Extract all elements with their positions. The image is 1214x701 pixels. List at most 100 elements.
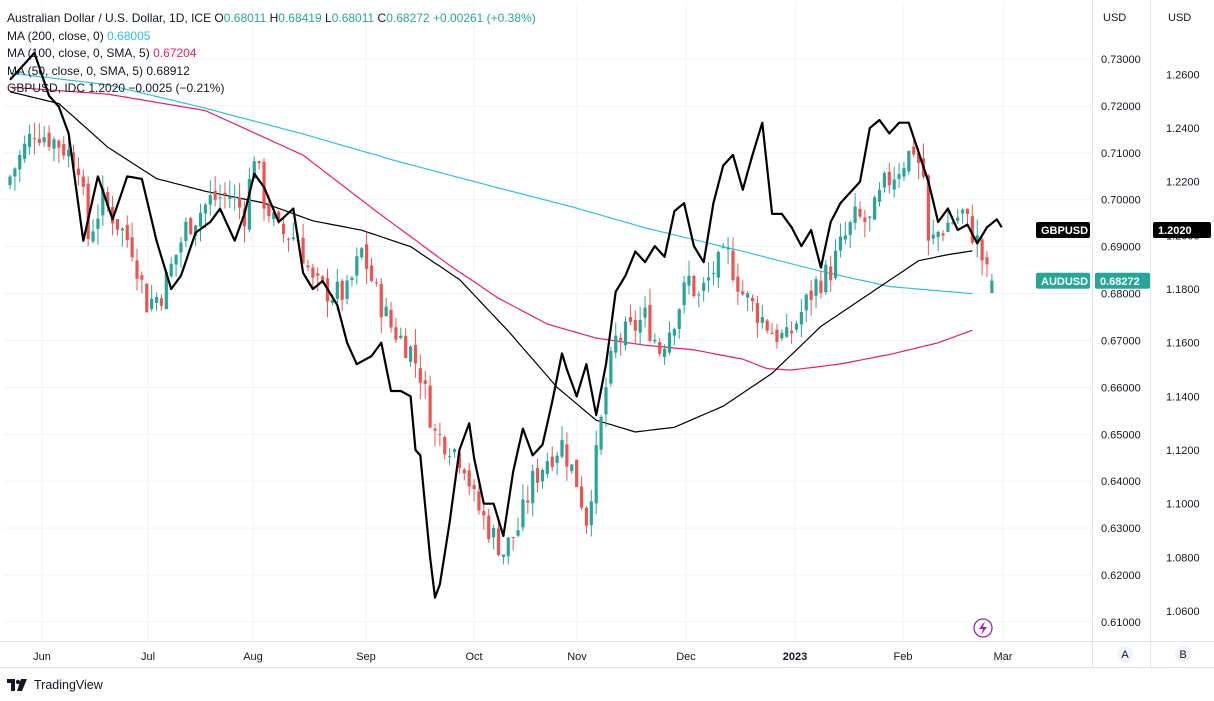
- candle: [638, 306, 642, 345]
- candle: [604, 377, 608, 428]
- candle: [692, 274, 696, 299]
- candle: [599, 414, 603, 456]
- candle: [623, 316, 628, 351]
- candle: [882, 171, 887, 193]
- candle: [804, 293, 808, 323]
- candle: [956, 209, 960, 224]
- tradingview-logo[interactable]: TradingView: [7, 678, 103, 692]
- candle: [833, 239, 838, 281]
- candle: [887, 162, 891, 194]
- candle: [189, 216, 193, 236]
- candle: [790, 321, 794, 344]
- ma200-label: MA (200, close, 0): [7, 28, 104, 43]
- candle: [540, 468, 545, 489]
- svg-text:A: A: [1121, 649, 1129, 661]
- candle: [286, 237, 291, 252]
- candle: [667, 321, 672, 356]
- candle: [697, 291, 701, 308]
- left-tick-label: 0.63000: [1101, 523, 1141, 535]
- candle: [838, 223, 843, 258]
- left-tick-label: 0.66000: [1101, 382, 1141, 394]
- legend-symbol: Australian Dollar / U.S. Dollar, 1D, ICE: [7, 11, 212, 25]
- gbpusd-change: −0.0025 (−0.21%): [128, 81, 225, 95]
- left-tick-label: 0.73000: [1101, 54, 1141, 66]
- candle: [291, 222, 295, 241]
- candle: [316, 267, 320, 292]
- candle: [775, 323, 779, 349]
- candle: [902, 161, 906, 181]
- candle: [355, 247, 359, 285]
- candle: [57, 139, 61, 163]
- candle: [941, 230, 945, 242]
- candle: [145, 282, 149, 313]
- x-tick-label: Sep: [356, 651, 376, 663]
- candle: [81, 169, 85, 196]
- candle: [526, 485, 530, 514]
- gbpusd-price-label: 1.2020: [1153, 222, 1211, 239]
- legend-high-value: 0.68419: [278, 11, 322, 25]
- candle: [780, 329, 784, 341]
- candle: [755, 296, 760, 338]
- left-tick-label: 0.67000: [1101, 335, 1141, 347]
- candle: [579, 476, 584, 510]
- candle: [814, 276, 818, 309]
- candle: [853, 193, 857, 230]
- left-tick-label: 0.71000: [1101, 148, 1141, 160]
- candle: [863, 209, 867, 238]
- candle: [575, 459, 579, 488]
- candle: [208, 180, 212, 216]
- candle: [535, 458, 540, 493]
- ma50-value: 0.68912: [146, 63, 190, 78]
- candle: [18, 150, 22, 183]
- candle: [662, 344, 667, 365]
- candle: [560, 426, 564, 459]
- candle: [565, 432, 569, 481]
- candle: [223, 182, 227, 209]
- candle: [159, 294, 164, 311]
- audusd-price-label: 0.68272: [1095, 272, 1150, 289]
- right-tick-label: 1.1400: [1166, 391, 1200, 403]
- left-tick-label: 0.62000: [1101, 570, 1141, 582]
- candle: [233, 184, 237, 211]
- candle: [892, 166, 896, 198]
- candle: [23, 135, 27, 163]
- legend-ma100-row[interactable]: MA (100, close, 0, SMA, 5) 0.67204: [7, 45, 536, 63]
- candle: [482, 503, 486, 530]
- candles: [8, 122, 994, 565]
- legend-open-label: O: [214, 11, 224, 25]
- axis-mode-button-b[interactable]: B: [1175, 646, 1191, 662]
- candle: [257, 160, 261, 170]
- legend-ma50-row[interactable]: MA (50, close, 0, SMA, 5) 0.68912: [7, 63, 536, 81]
- legend-main-row: Australian Dollar / U.S. Dollar, 1D, ICE…: [7, 10, 536, 28]
- candle: [213, 176, 217, 207]
- candle: [873, 195, 877, 220]
- gbpusd-close: 1.2020: [88, 81, 126, 95]
- legend-ma200-row[interactable]: MA (200, close, 0) 0.68005: [7, 28, 536, 46]
- ma200-value: 0.68005: [107, 28, 151, 43]
- candle: [614, 322, 618, 359]
- lightning-icon[interactable]: [973, 618, 993, 638]
- axis-mode-button-a[interactable]: A: [1117, 646, 1133, 662]
- x-tick-label: Jun: [33, 651, 51, 663]
- candle: [184, 217, 188, 247]
- ma50-label: MA (50, close, 0, SMA, 5): [7, 63, 144, 78]
- candle: [345, 275, 349, 305]
- x-tick-label: Aug: [243, 651, 263, 663]
- candle: [858, 201, 862, 220]
- candle: [741, 280, 745, 296]
- candle: [52, 136, 56, 162]
- grid: [3, 4, 1092, 641]
- legend-high-label: H: [269, 11, 279, 25]
- candle: [711, 261, 716, 286]
- legend-gbpusd-row[interactable]: GBPUSD, IDC 1.2020 −0.0025 (−0.21%): [7, 80, 536, 98]
- candle: [912, 139, 916, 158]
- right-tick-label: 1.1200: [1166, 445, 1200, 457]
- candle: [897, 163, 901, 188]
- candle: [716, 250, 720, 289]
- candle: [140, 271, 144, 294]
- candle: [584, 506, 589, 534]
- right-tick-label: 1.2200: [1166, 177, 1200, 189]
- candle: [413, 329, 418, 378]
- audusd-tag: AUDUSD: [1036, 272, 1090, 289]
